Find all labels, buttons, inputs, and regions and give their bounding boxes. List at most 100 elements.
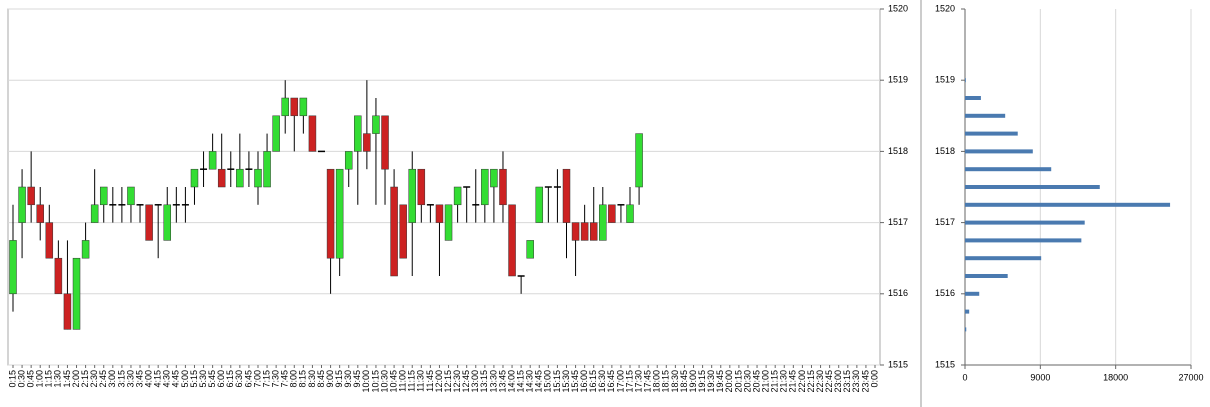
x-tick-label: 6:00 [216, 370, 226, 388]
candle-body [335, 168, 344, 259]
x-tick-label: 4:30 [162, 370, 172, 388]
x-tick-label: 21:00 [760, 370, 770, 393]
candle-body [27, 186, 35, 206]
x-tick-label: 8:15 [298, 370, 308, 388]
candle-body [99, 186, 108, 206]
x-tick-label: 7:30 [271, 370, 281, 388]
candle-body [63, 293, 72, 330]
x-tick-label: 4:15 [153, 370, 163, 388]
x-tick-label: 17:30 [633, 370, 643, 393]
candle-body [599, 204, 607, 241]
x-tick-label: 20:30 [742, 370, 752, 393]
candle-body [399, 204, 407, 259]
x-tick-label: 3:45 [134, 370, 144, 388]
candle-body [81, 240, 90, 259]
x-tick-label: 0:30 [16, 370, 26, 388]
x-tick-label: 11:15 [407, 370, 417, 392]
candle-body [372, 115, 380, 134]
x-tick-label: 2:45 [98, 370, 108, 388]
x-tick-label: 12:30 [452, 370, 462, 393]
volume-bar [965, 113, 1006, 118]
x-tick-label: 17:00 [615, 370, 625, 393]
x-tick-label: 15:00 [543, 370, 553, 393]
x-tick-label: 19:45 [715, 370, 725, 393]
x-tick-label: 21:45 [788, 370, 798, 393]
x-tick-label: 3:30 [125, 370, 135, 388]
candle-body [90, 204, 99, 223]
x-tick-label: 27000 [1178, 372, 1203, 382]
x-tick-label: 23:30 [851, 370, 861, 393]
x-tick-label: 21:15 [770, 370, 780, 393]
candle-body [381, 115, 389, 170]
candle-body [208, 151, 217, 170]
x-tick-label: 2:15 [80, 370, 90, 388]
x-tick-label: 23:45 [860, 370, 870, 393]
candle-body [163, 204, 172, 241]
candle-body [435, 204, 444, 223]
x-tick-label: 21:30 [779, 370, 789, 393]
x-tick-label: 9:45 [352, 370, 362, 388]
candle-body [54, 257, 63, 295]
x-tick-label: 20:45 [751, 370, 761, 393]
x-tick-label: 12:45 [461, 370, 471, 393]
x-tick-label: 4:45 [171, 370, 181, 388]
volume-bar [965, 78, 966, 83]
x-tick-label: 17:15 [624, 370, 634, 393]
x-tick-label: 15:30 [561, 370, 571, 393]
y-tick-label: 1517 [935, 217, 955, 227]
volume-bar [965, 238, 1082, 243]
x-tick-label: 8:00 [289, 370, 299, 388]
x-tick-label: 1:30 [53, 370, 63, 388]
x-tick-label: 19:00 [688, 370, 698, 393]
x-tick-label: 1:15 [44, 370, 54, 388]
y-tick-label: 1518 [888, 146, 908, 156]
x-tick-label: 20:15 [733, 370, 743, 393]
volume-bar [965, 309, 970, 314]
x-tick-label: 12:15 [443, 370, 453, 393]
x-tick-label: 14:45 [534, 370, 544, 393]
candle-body [308, 115, 317, 152]
candle-body [408, 168, 416, 223]
candle-body [417, 168, 426, 206]
x-tick-label: 16:00 [579, 370, 589, 393]
x-tick-label: 0:45 [26, 370, 36, 388]
x-tick-label: 22:30 [815, 370, 825, 393]
x-tick-label: 13:00 [470, 370, 480, 393]
candle-body [281, 97, 289, 117]
x-tick-label: 1:45 [62, 370, 72, 388]
x-tick-label: 5:30 [198, 370, 208, 388]
x-tick-label: 5:00 [180, 370, 190, 388]
x-tick-label: 4:00 [143, 370, 153, 388]
candle-body [236, 168, 244, 188]
volume-bar [965, 185, 1100, 189]
x-tick-label: 0:15 [7, 370, 17, 388]
y-tick-label: 1515 [935, 359, 955, 369]
x-tick-label: 19:15 [697, 370, 707, 393]
x-tick-label: 19:30 [706, 370, 716, 393]
candle-body [499, 168, 507, 206]
x-tick-label: 23:15 [842, 370, 852, 393]
volume-bar [965, 291, 980, 296]
x-tick-label: 9000 [1030, 372, 1050, 382]
candle-body [36, 204, 44, 223]
y-tick-label: 1516 [935, 288, 955, 298]
x-tick-label: 10:30 [379, 370, 389, 393]
x-tick-label: 3:15 [116, 370, 126, 388]
volume-bar [965, 131, 1018, 136]
candle-body [344, 151, 353, 170]
candle-body [299, 97, 308, 117]
x-tick-label: 2:30 [89, 370, 99, 388]
candle-body [490, 168, 498, 188]
x-tick-label: 2:00 [71, 370, 81, 388]
x-tick-label: 8:30 [307, 370, 317, 388]
candle-body [608, 204, 616, 223]
x-tick-label: 16:45 [606, 370, 616, 393]
candle-body [626, 204, 634, 223]
x-tick-label: 23:00 [833, 370, 843, 393]
x-tick-label: 17:45 [643, 370, 653, 393]
y-tick-label: 1519 [935, 75, 955, 85]
candle-body [508, 204, 516, 277]
candle-body [526, 240, 534, 259]
candle-body [562, 168, 571, 223]
